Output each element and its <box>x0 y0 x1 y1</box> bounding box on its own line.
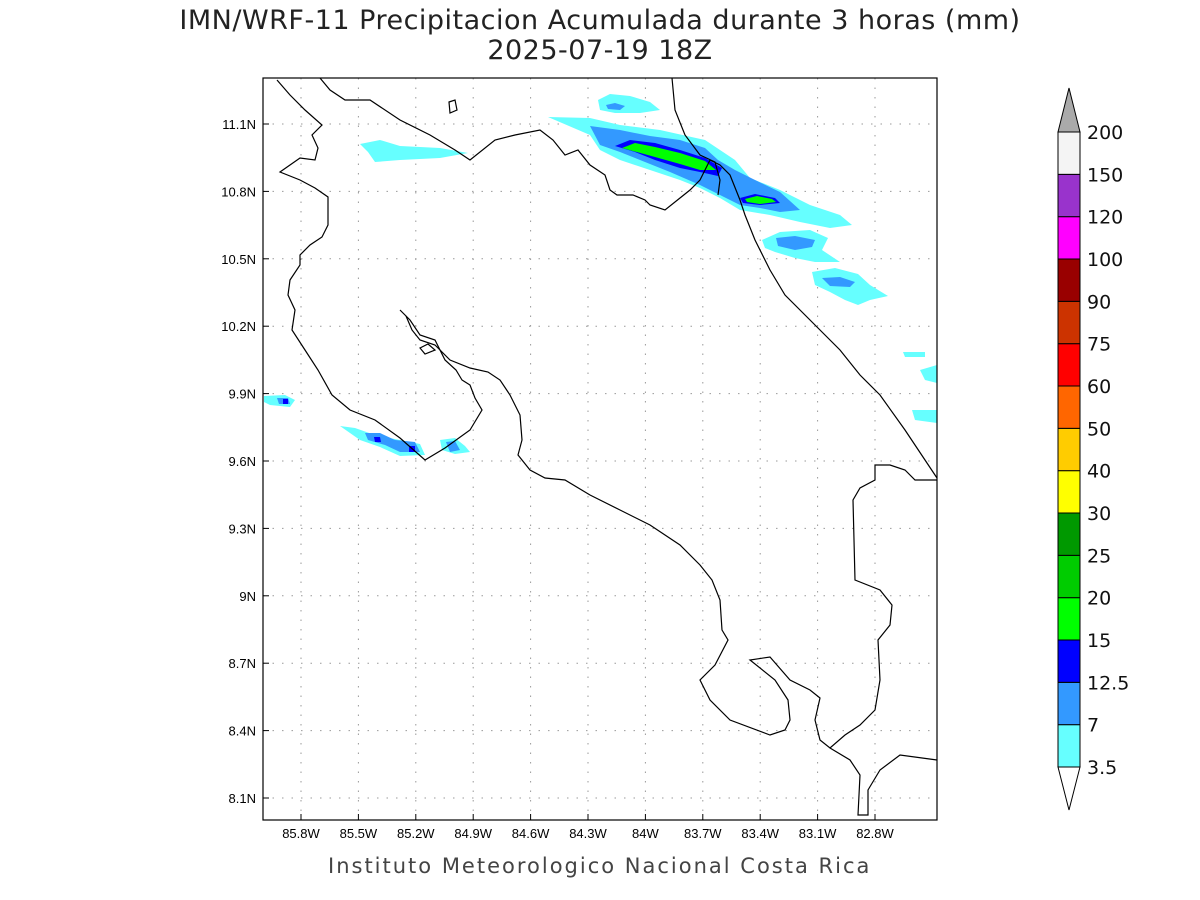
precip-cyan <box>903 352 937 423</box>
precip-green <box>745 196 776 204</box>
coastline <box>276 77 938 816</box>
colorbar-swatch <box>1057 724 1081 768</box>
colorbar-label: 20 <box>1087 588 1111 610</box>
precip-green <box>622 143 716 170</box>
lon-tick-label: 84.6W <box>512 826 550 841</box>
colorbar-label: 75 <box>1087 334 1111 356</box>
lat-tick-label: 8.1N <box>229 791 256 806</box>
colorbar-swatch <box>1057 173 1081 218</box>
colorbar-swatch <box>1057 385 1081 429</box>
colorbar-swatch <box>1057 597 1081 641</box>
colorbar-label: 15 <box>1087 630 1111 652</box>
lat-tick-label: 10.5N <box>221 252 256 267</box>
gridlines <box>263 78 937 820</box>
precip-cyan <box>598 94 660 113</box>
lat-tick-label: 9.3N <box>229 521 256 536</box>
precip-blue <box>822 277 855 287</box>
colorbar-label: 3.5 <box>1087 757 1117 779</box>
axis-ticks: 11.1N 10.8N 10.5N 10.2N 9.9N 9.6N 9.3N 9N 8.7N 8.… <box>221 117 894 841</box>
map-frame <box>262 77 938 821</box>
colorbar-swatch <box>1057 343 1081 387</box>
colorbar-swatch <box>1057 427 1081 472</box>
footer-credit: Instituto Meteorologico Nacional Costa R… <box>328 854 872 878</box>
colorbar-label: 100 <box>1087 249 1123 271</box>
colorbar-label: 120 <box>1087 207 1123 229</box>
lon-tick-label: 83.4W <box>741 826 779 841</box>
lon-tick-label: 83.1W <box>799 826 837 841</box>
island <box>448 99 458 114</box>
lat-tick-label: 10.2N <box>221 319 256 334</box>
lat-tick-label: 9.9N <box>229 387 256 402</box>
precip-cyan <box>360 140 468 162</box>
colorbar-swatch <box>1057 300 1081 345</box>
colorbar-swatch <box>1057 554 1081 599</box>
colorbar-label: 200 <box>1087 122 1123 144</box>
colorbar-swatch <box>1057 681 1081 726</box>
island <box>419 343 437 355</box>
chart-subtitle: 2025-07-19 18Z <box>487 35 713 66</box>
colorbar-label: 50 <box>1087 418 1111 440</box>
precip-blue <box>446 441 460 452</box>
coastline-caribbean <box>319 77 938 479</box>
colorbar-label: 7 <box>1087 715 1099 737</box>
colorbar-label: 40 <box>1087 461 1111 483</box>
coastline-gulf <box>405 315 937 749</box>
lat-tick-label: 8.4N <box>229 724 256 739</box>
colorbar-label: 12.5 <box>1087 672 1129 694</box>
colorbar-swatch <box>1057 470 1081 514</box>
lat-tick-label: 9N <box>239 589 256 604</box>
colorbar-swatch <box>1057 512 1081 556</box>
colorbar-swatch <box>1057 639 1081 683</box>
lat-tick-label: 11.1N <box>222 117 256 132</box>
lon-tick-label: 84.9W <box>454 826 492 841</box>
colorbar-label: 25 <box>1087 545 1111 567</box>
colorbar-label: 30 <box>1087 503 1111 525</box>
colorbar: 3.5 7 12.5 15 20 25 30 40 50 60 75 90 100 120 150 200 <box>1057 87 1129 811</box>
lat-tick-label: 8.7N <box>229 656 256 671</box>
coastline-south <box>829 747 938 816</box>
colorbar-under-arrow <box>1057 766 1081 811</box>
lon-tick-label: 84W <box>632 826 659 841</box>
chart-title: IMN/WRF-11 Precipitacion Acumulada duran… <box>179 5 1021 36</box>
lon-tick-label: 85.8W <box>282 826 320 841</box>
lat-tick-label: 10.8N <box>221 184 256 199</box>
colorbar-swatch <box>1057 131 1081 175</box>
colorbar-label: 60 <box>1087 376 1111 398</box>
precip-field <box>264 94 937 456</box>
lon-tick-label: 83.7W <box>684 826 722 841</box>
precip-blue <box>776 236 815 250</box>
colorbar-swatch <box>1057 258 1081 302</box>
colorbar-swatch <box>1057 216 1081 260</box>
lat-tick-label: 9.6N <box>229 454 256 469</box>
colorbar-label: 90 <box>1087 291 1111 313</box>
lon-tick-label: 85.5W <box>340 826 378 841</box>
lon-tick-label: 84.3W <box>569 826 607 841</box>
colorbar-label: 150 <box>1087 164 1123 186</box>
border-nicaragua <box>671 77 721 196</box>
colorbar-over-arrow <box>1057 87 1081 133</box>
lon-tick-label: 82.8W <box>856 826 894 841</box>
lon-tick-label: 85.2W <box>397 826 435 841</box>
precip-blue <box>606 103 625 110</box>
coastline-main <box>276 79 483 461</box>
